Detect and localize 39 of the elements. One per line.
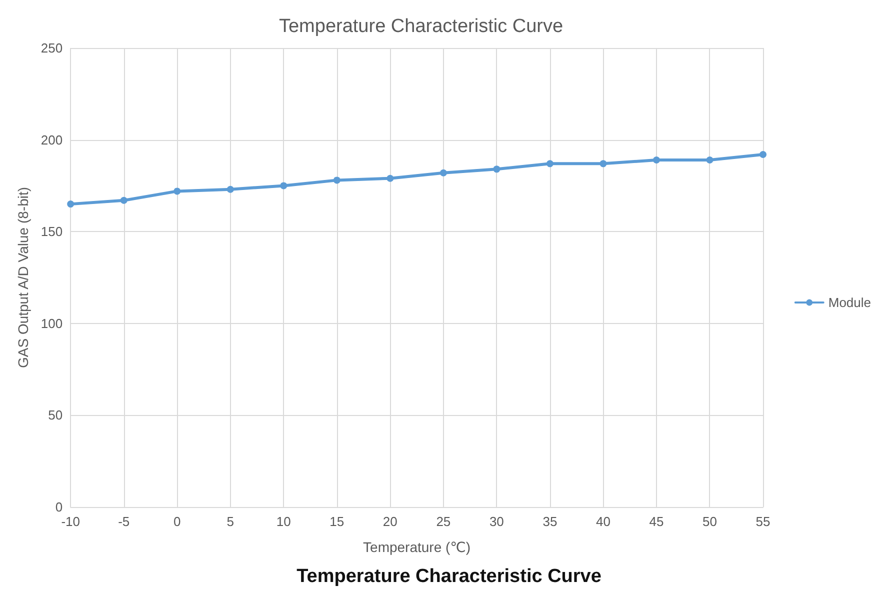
y-tick-label: 250 — [40, 40, 63, 56]
x-tick-label: 25 — [436, 514, 451, 529]
point — [386, 174, 394, 182]
point — [174, 188, 181, 195]
x-axis-title: Temperature (℃) — [363, 539, 471, 555]
legend-label: Module — [828, 295, 872, 310]
x-tick-label: 35 — [542, 514, 558, 529]
y-tick-label: 50 — [48, 408, 63, 423]
x-tick-label: 0 — [173, 514, 181, 529]
x-tick-label: 45 — [649, 514, 664, 529]
point — [280, 182, 288, 190]
y-tick-label: 0 — [55, 500, 63, 514]
point — [120, 196, 128, 204]
text: Temperature Characteristic Curve — [296, 566, 602, 587]
x-tick-label: 15 — [330, 514, 344, 529]
point — [546, 160, 554, 168]
x-tick-label: 20 — [382, 514, 398, 529]
point — [493, 166, 500, 173]
x-tick-label: -5 — [118, 514, 130, 529]
point — [226, 186, 234, 193]
x-tick-label: 55 — [756, 514, 770, 529]
x-tick-label: 5 — [226, 514, 234, 529]
point — [706, 156, 714, 164]
x-tick-label: 30 — [489, 514, 504, 529]
y-tick-label: 100 — [40, 316, 63, 331]
chart-title: Temperature Characteristic Curve — [278, 16, 564, 37]
y-axis-title: GAS Output A/D Value (8-bit) — [15, 186, 31, 368]
point — [652, 156, 660, 164]
point — [600, 160, 607, 168]
x-tick-label: 50 — [702, 514, 717, 529]
y-tick-label: 150 — [40, 224, 63, 240]
x-tick-label: -10 — [61, 514, 80, 529]
y-tick-label: 200 — [40, 132, 63, 148]
point — [67, 200, 74, 208]
point — [333, 176, 340, 184]
x-tick-label: 40 — [596, 514, 610, 529]
point — [760, 150, 766, 158]
x-tick-label: 10 — [276, 514, 291, 529]
point — [440, 169, 447, 176]
